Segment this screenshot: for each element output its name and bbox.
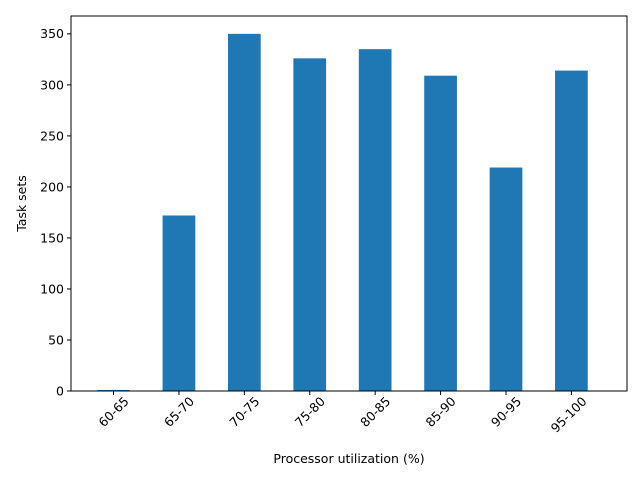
plot-frame <box>70 15 628 392</box>
bar-70-75 <box>227 33 261 391</box>
bar-80-85 <box>358 49 392 391</box>
x-tick-label: 95-100 <box>548 394 590 436</box>
bar-65-70 <box>162 215 196 391</box>
x-axis-label: Processor utilization (%) <box>273 451 424 466</box>
y-axis-ticks: 0 50 100 150 200 250 300 350 <box>40 26 71 398</box>
x-tick-label: 70-75 <box>226 394 262 430</box>
bar-90-95 <box>489 167 523 391</box>
x-tick-label: 85-90 <box>422 394 458 430</box>
x-tick-label: 65-70 <box>161 394 197 430</box>
x-axis-ticks: 60-65 65-70 70-75 75-80 80-85 85-90 90-95 95-10… <box>95 391 590 436</box>
y-tick-label: 150 <box>40 230 64 245</box>
y-tick-label: 100 <box>40 281 64 296</box>
y-tick-label: 250 <box>40 128 64 143</box>
bars-group <box>97 33 588 392</box>
bar-95-100 <box>555 70 588 392</box>
x-tick-label: 75-80 <box>292 394 328 430</box>
y-tick-label: 0 <box>56 383 64 398</box>
x-tick-label: 60-65 <box>95 394 131 430</box>
bar-60-65 <box>97 389 130 391</box>
y-axis-label: Task sets <box>14 175 29 233</box>
y-tick-label: 200 <box>40 179 64 194</box>
y-tick-label: 350 <box>40 26 64 41</box>
bar-85-90 <box>424 75 457 391</box>
bar-75-80 <box>293 58 327 392</box>
y-tick-label: 50 <box>48 332 64 347</box>
x-tick-label: 80-85 <box>357 394 393 430</box>
y-tick-label: 300 <box>40 77 64 92</box>
x-tick-label: 90-95 <box>488 394 524 430</box>
